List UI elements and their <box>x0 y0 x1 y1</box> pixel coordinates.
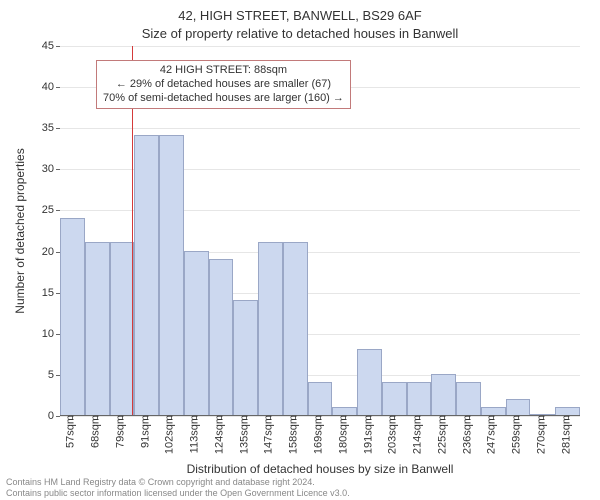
ytick-label: 45 <box>42 40 60 52</box>
xtick-label: 180sqm <box>340 415 349 450</box>
xtick-label: 124sqm <box>216 415 225 450</box>
histogram-bar <box>407 382 432 415</box>
gridline <box>60 128 580 129</box>
histogram-bar <box>481 407 506 415</box>
y-axis-label: Number of detached properties <box>12 46 28 416</box>
histogram-bar <box>184 251 209 415</box>
xtick-label: 236sqm <box>464 415 473 450</box>
ytick-label: 5 <box>48 369 60 381</box>
histogram-bar <box>456 382 481 415</box>
ytick-label: 0 <box>48 410 60 422</box>
histogram-bar <box>283 242 308 415</box>
histogram-bar <box>555 407 580 415</box>
ytick-label: 25 <box>42 204 60 216</box>
annotation-line: 42 HIGH STREET: 88sqm <box>103 64 344 78</box>
x-axis-label: Distribution of detached houses by size … <box>60 462 580 476</box>
xtick-label: 225sqm <box>439 415 448 450</box>
footer-line-2: Contains public sector information licen… <box>6 488 350 498</box>
histogram-bar <box>258 242 283 415</box>
plot-area: 05101520253035404557sqm68sqm79sqm91sqm10… <box>60 46 580 416</box>
xtick-label: 259sqm <box>514 415 523 450</box>
footer-line-1: Contains HM Land Registry data © Crown c… <box>6 477 350 487</box>
annotation-line: ← 29% of detached houses are smaller (67… <box>103 78 344 92</box>
xtick-label: 158sqm <box>291 415 300 450</box>
histogram-bar <box>332 407 357 415</box>
xtick-label: 169sqm <box>316 415 325 450</box>
ytick-label: 15 <box>42 287 60 299</box>
histogram-bar <box>308 382 333 415</box>
histogram-bar <box>506 399 531 415</box>
xtick-label: 57sqm <box>68 415 77 444</box>
chart-title: Size of property relative to detached ho… <box>0 26 600 41</box>
footer-attribution: Contains HM Land Registry data © Crown c… <box>6 477 350 498</box>
ytick-label: 10 <box>42 328 60 340</box>
plot-inner: 05101520253035404557sqm68sqm79sqm91sqm10… <box>60 46 580 416</box>
ytick-label: 20 <box>42 246 60 258</box>
xtick-label: 214sqm <box>415 415 424 450</box>
histogram-bar <box>233 300 258 415</box>
histogram-bar <box>60 218 85 415</box>
xtick-label: 91sqm <box>142 415 151 444</box>
xtick-label: 147sqm <box>266 415 275 450</box>
histogram-bar <box>134 135 159 415</box>
xtick-label: 113sqm <box>192 415 201 449</box>
histogram-bar <box>382 382 407 415</box>
histogram-bar <box>431 374 456 415</box>
ytick-label: 30 <box>42 163 60 175</box>
xtick-label: 135sqm <box>241 415 250 450</box>
suptitle: 42, HIGH STREET, BANWELL, BS29 6AF <box>0 8 600 23</box>
ytick-label: 40 <box>42 81 60 93</box>
gridline <box>60 46 580 47</box>
xtick-label: 68sqm <box>93 415 102 444</box>
ytick-label: 35 <box>42 122 60 134</box>
xtick-label: 247sqm <box>489 415 498 450</box>
xtick-label: 102sqm <box>167 415 176 450</box>
xtick-label: 79sqm <box>117 415 126 444</box>
histogram-bar <box>110 242 135 415</box>
chart-container: 42, HIGH STREET, BANWELL, BS29 6AF Size … <box>0 0 600 500</box>
xtick-label: 270sqm <box>538 415 547 450</box>
xtick-label: 281sqm <box>563 415 572 450</box>
xtick-label: 203sqm <box>390 415 399 450</box>
xtick-label: 191sqm <box>365 415 374 450</box>
histogram-bar <box>209 259 234 415</box>
histogram-bar <box>159 135 184 415</box>
histogram-bar <box>85 242 110 415</box>
annotation-box: 42 HIGH STREET: 88sqm← 29% of detached h… <box>96 60 351 109</box>
annotation-line: 70% of semi-detached houses are larger (… <box>103 92 344 106</box>
histogram-bar <box>357 349 382 415</box>
